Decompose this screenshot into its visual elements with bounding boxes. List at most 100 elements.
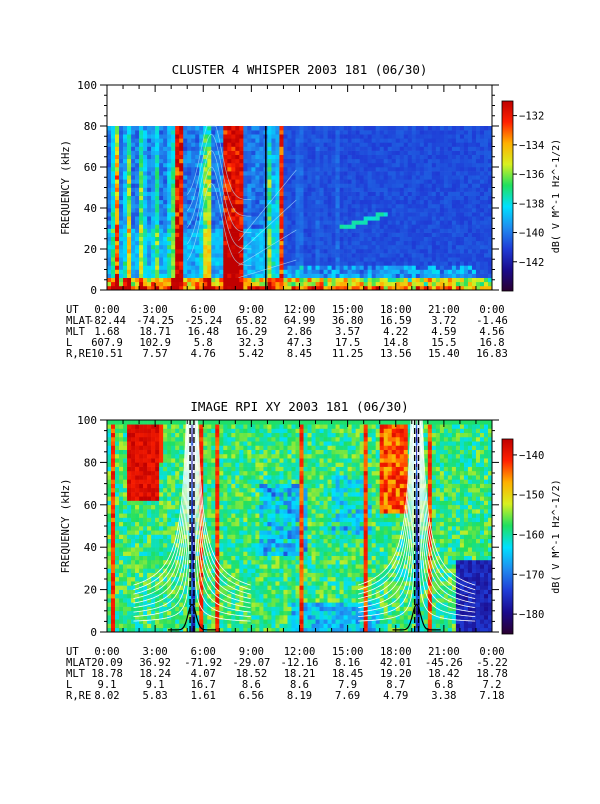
spectrogram-cell (147, 420, 151, 425)
spectrogram-cell (119, 151, 123, 155)
spectrogram-cell (163, 454, 167, 459)
spectrogram-cell (291, 155, 295, 159)
spectrogram-cell (336, 274, 340, 278)
spectrogram-cell (275, 130, 279, 134)
spectrogram-cell (119, 467, 123, 472)
spectrogram-cell (424, 151, 428, 155)
spectrogram-cell (295, 179, 299, 183)
spectrogram-cell (251, 175, 255, 179)
spectrogram-cell (255, 183, 259, 187)
spectrogram-cell (344, 134, 348, 138)
spectrogram-cell (295, 171, 299, 175)
spectrogram-cell (119, 598, 123, 603)
spectrogram-cell (356, 159, 360, 163)
spectrogram-cell (143, 159, 147, 163)
spectrogram-cell (231, 167, 235, 171)
spectrogram-cell (320, 245, 324, 249)
spectrogram-cell (131, 484, 135, 489)
spectrogram-cell (211, 274, 215, 278)
spectrogram-cell (484, 151, 488, 155)
spectrogram-cell (336, 192, 340, 196)
spectrogram-cell (328, 163, 332, 167)
spectrogram-cell (111, 450, 115, 455)
spectrogram-cell (255, 188, 259, 192)
spectrogram-cell (372, 147, 376, 151)
spectrogram-cell (340, 229, 344, 233)
spectrogram-cell (143, 249, 147, 253)
spectrogram-cell (348, 270, 352, 274)
spectrogram-cell (420, 212, 424, 216)
spectrogram-cell (320, 183, 324, 187)
spectrogram-cell (147, 441, 151, 446)
spectrogram-cell (123, 208, 127, 212)
spectrogram-cell (372, 253, 376, 257)
spectrogram-cell (412, 126, 416, 130)
spectrogram-cell (364, 237, 368, 241)
spectrogram-cell (279, 159, 283, 163)
spectrogram-cell (139, 526, 143, 531)
spectrogram-cell (163, 126, 167, 130)
spectrogram-cell (171, 509, 175, 514)
spectrogram-cell (127, 159, 131, 163)
spectrogram-cell (139, 458, 143, 463)
spectrogram-cell (424, 192, 428, 196)
spectrogram-cell (235, 278, 239, 282)
spectrogram-cell (203, 241, 207, 245)
spectrogram-cell (287, 138, 291, 142)
spectrogram-cell (360, 265, 364, 269)
spectrogram-cell (175, 224, 179, 228)
spectrogram-cell (316, 130, 320, 134)
spectrogram-cell (155, 475, 159, 480)
spectrogram-cell (111, 204, 115, 208)
spectrogram-cell (291, 188, 295, 192)
spectrogram-cell (320, 159, 324, 163)
spectrogram-cell (239, 175, 243, 179)
spectrogram-cell (179, 192, 183, 196)
spectrogram-cell (135, 163, 139, 167)
spectrogram-cell (291, 179, 295, 183)
spectrogram-cell (183, 171, 187, 175)
spectrogram-cell (243, 188, 247, 192)
spectrogram-cell (332, 183, 336, 187)
spectrogram-cell (175, 142, 179, 146)
spectrogram-cell (251, 167, 255, 171)
colorbar-tick-label: −140 (519, 228, 544, 240)
spectrogram-cell (392, 229, 396, 233)
spectrogram-cell (139, 433, 143, 438)
spectrogram-cell (107, 458, 111, 463)
spectrogram-cell (428, 208, 432, 212)
spectrogram-cell (271, 274, 275, 278)
spectrogram-cell (384, 155, 388, 159)
spectrogram-cell (163, 245, 167, 249)
spectrogram-cell (107, 126, 111, 130)
spectrogram-cell (175, 192, 179, 196)
spectrogram-cell (436, 241, 440, 245)
spectrogram-cell (344, 212, 348, 216)
spectrogram-cell (312, 270, 316, 274)
spectrogram-cell (456, 142, 460, 146)
spectrogram-cell (159, 151, 163, 155)
spectrogram-cell (279, 233, 283, 237)
spectrogram-cell (191, 282, 195, 286)
spectrogram-cell (171, 245, 175, 249)
spectrogram-cell (255, 167, 259, 171)
spectrogram-cell (468, 220, 472, 224)
spectrogram-cell (179, 619, 183, 624)
spectrogram-cell (460, 200, 464, 204)
spectrogram-cell (163, 167, 167, 171)
spectrogram-cell (472, 188, 476, 192)
spectrogram-cell (139, 265, 143, 269)
spectrogram-cell (215, 253, 219, 257)
spectrogram-cell (372, 265, 376, 269)
spectrogram-cell (231, 233, 235, 237)
spectrogram-cell (175, 282, 179, 286)
spectrogram-cell (412, 188, 416, 192)
spectrogram-cell (372, 208, 376, 212)
spectrogram-cell (440, 261, 444, 265)
spectrogram-cell (400, 204, 404, 208)
spectrogram-cell (183, 179, 187, 183)
spectrogram-cell (251, 204, 255, 208)
spectrogram-cell (484, 167, 488, 171)
spectrogram-cell (159, 229, 163, 233)
spectrogram-cell (283, 200, 287, 204)
